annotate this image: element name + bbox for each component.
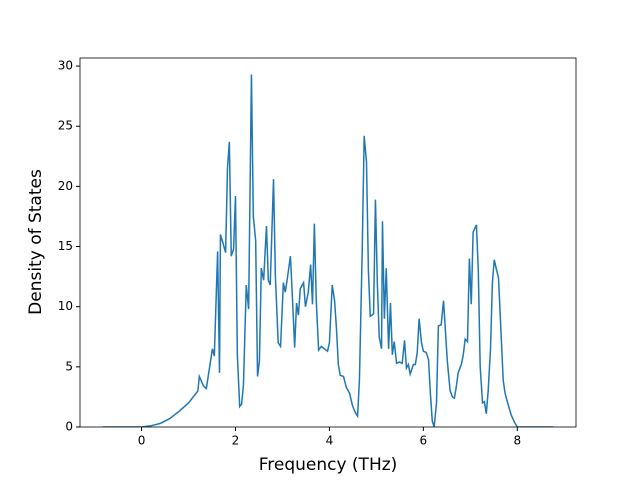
y-tick-label: 30	[58, 59, 73, 73]
y-tick-label: 20	[58, 179, 73, 193]
y-tick-label: 10	[58, 299, 73, 313]
x-tick-label: 4	[326, 434, 334, 448]
x-tick-label: 6	[420, 434, 428, 448]
dos-line	[102, 74, 554, 427]
plot-frame	[79, 57, 577, 428]
y-tick-label: 25	[58, 119, 73, 133]
y-tick-label: 0	[65, 420, 73, 434]
y-axis-label: Density of States	[26, 169, 46, 315]
x-axis-label: Frequency (THz)	[259, 455, 398, 475]
y-tick-label: 15	[58, 239, 73, 253]
x-tick-label: 0	[138, 434, 146, 448]
x-tick-label: 8	[513, 434, 521, 448]
y-tick-label: 5	[65, 359, 73, 373]
x-tick-label: 2	[232, 434, 240, 448]
